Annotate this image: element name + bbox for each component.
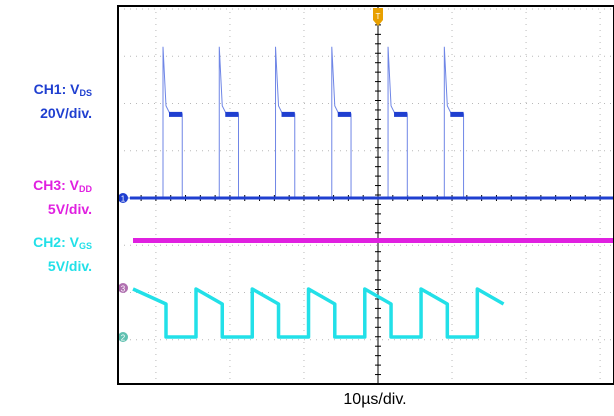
ch1-high-level <box>450 111 464 117</box>
ch3-scale: 5V/div. <box>47 201 92 217</box>
ch3-marker <box>118 283 128 293</box>
ch3-label: CH3: VDD 5V/div. <box>0 175 92 219</box>
ch3-marker-text: 3 <box>121 285 126 294</box>
ch2-label: CH2: VGS 5V/div. <box>0 232 92 276</box>
ch2-name: CH2: VGS <box>0 232 92 256</box>
ch1-baseline <box>130 196 614 200</box>
ch2-prefix: CH2: V <box>33 234 79 250</box>
ch1-label: CH1: VDS 20V/div. <box>0 79 92 123</box>
x-axis-label: 10µs/div. <box>343 391 407 408</box>
ch1-high-level <box>337 111 352 117</box>
ch1-marker-text: 1 <box>121 195 126 204</box>
ch1-high-level <box>169 111 183 117</box>
ch1-high-level <box>394 111 408 117</box>
ch2-subscript: GS <box>78 241 92 251</box>
ch3-name: CH3: VDD <box>0 175 92 199</box>
ch1-high-level <box>225 111 239 117</box>
ch2-vgs-trace <box>132 287 505 339</box>
ch3-vdd-trace <box>133 238 614 243</box>
scope-traces <box>118 46 614 339</box>
ch2-marker <box>118 332 128 342</box>
ch2-scale: 5V/div. <box>47 258 92 274</box>
ch3-subscript: DD <box>79 184 92 194</box>
scope-frame <box>117 5 614 385</box>
channel-markers: 1 3 2 T <box>118 8 383 343</box>
ch1-prefix: CH1: V <box>33 81 80 97</box>
trigger-marker-text: T <box>376 12 381 21</box>
ch1-vds-trace <box>118 46 614 199</box>
ch1-name: CH1: VDS <box>0 79 92 103</box>
ch1-scale: 20V/div. <box>40 105 92 121</box>
ch1-high-level <box>281 111 295 117</box>
trigger-marker <box>373 8 383 26</box>
ch3-prefix: CH3: V <box>33 177 79 193</box>
ch2-marker-text: 2 <box>121 334 126 343</box>
ch1-marker <box>118 193 128 203</box>
ch1-subscript: DS <box>79 88 92 98</box>
